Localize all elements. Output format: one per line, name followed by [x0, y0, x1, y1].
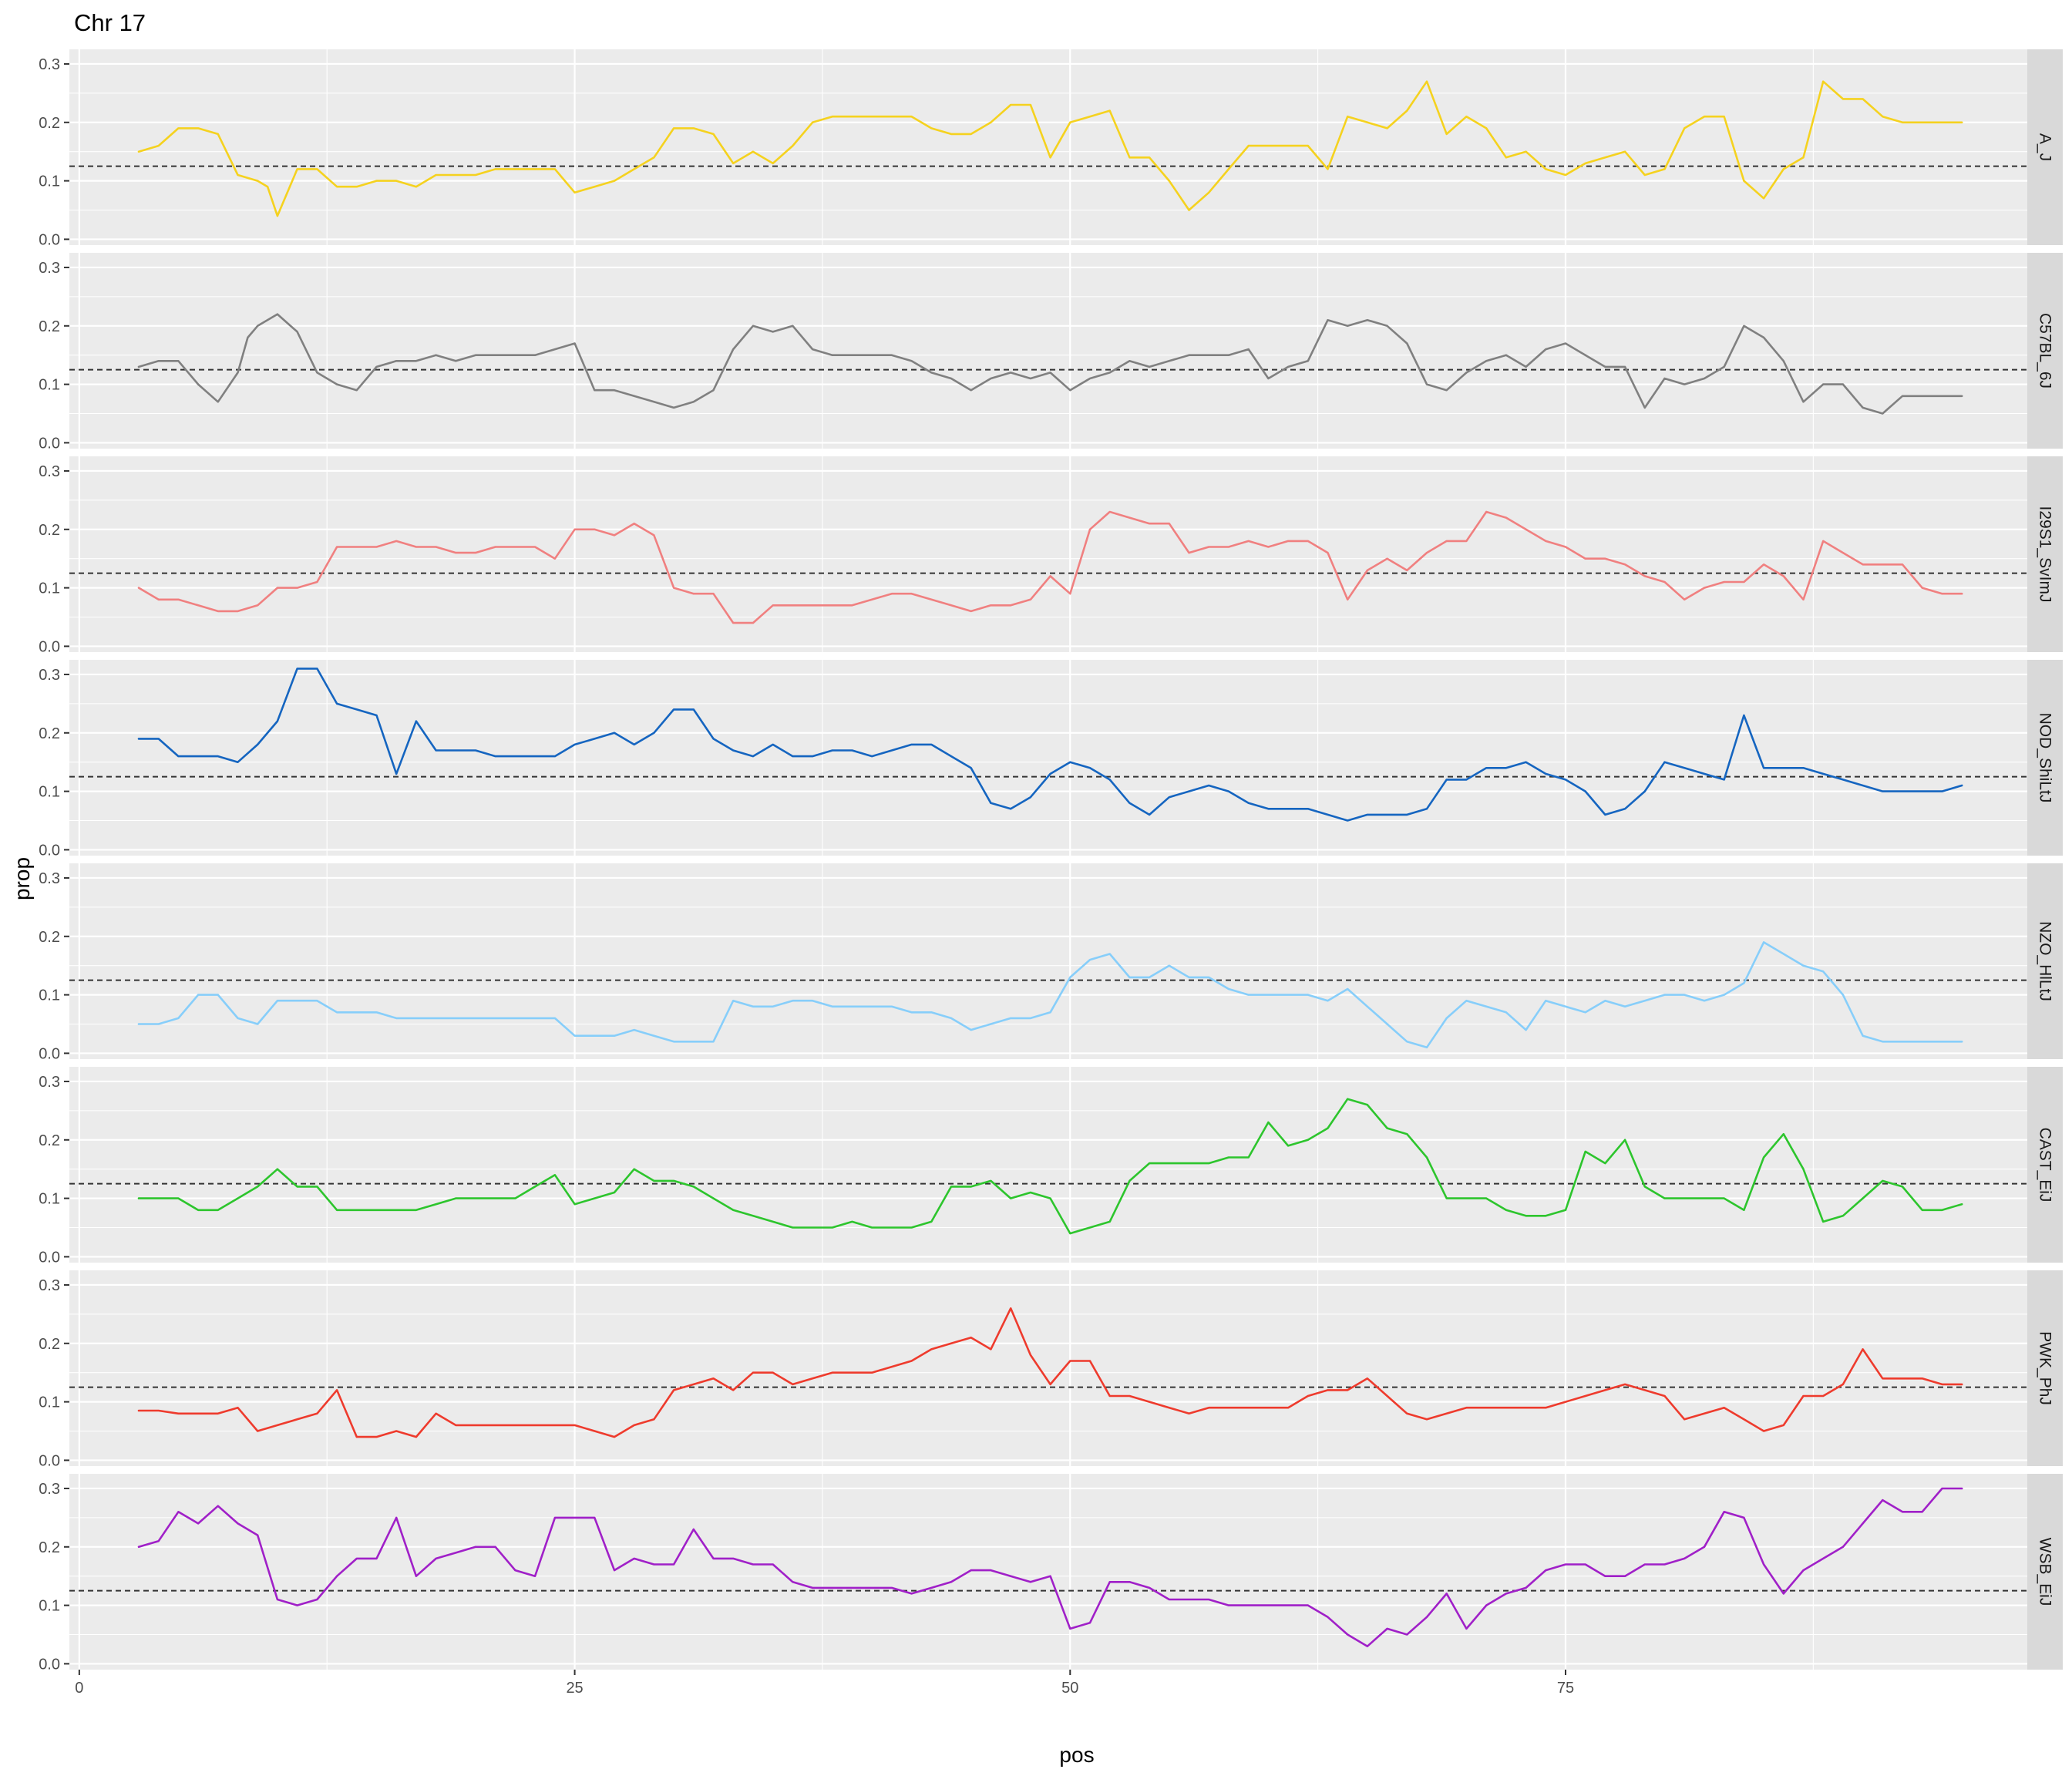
y-tick-label: 0.0	[39, 1452, 60, 1469]
y-tick-label: 0.2	[39, 318, 60, 335]
y-tick-label: 0.0	[39, 1249, 60, 1266]
facet-panel-C57BL_6J: 0.0 0.1 0.2 0.3 C57BL_6J	[39, 253, 2063, 452]
panel-background	[69, 49, 2027, 245]
facet-label: PWK_PhJ	[2037, 1331, 2054, 1405]
y-tick-label: 0.2	[39, 725, 60, 742]
facet-strip	[2027, 863, 2063, 1059]
y-tick-label: 0.3	[39, 1481, 60, 1498]
facet-panel-CAST_EiJ: 0.0 0.1 0.2 0.3 CAST_EiJ	[39, 1067, 2063, 1266]
facet-strip	[2027, 253, 2063, 449]
y-tick-label: 0.2	[39, 1539, 60, 1556]
facet-label: A_J	[2037, 133, 2054, 161]
series-line-A_J	[137, 80, 1963, 217]
series-line-C57BL_6J	[137, 313, 1963, 415]
panel-background	[69, 1270, 2027, 1466]
facet-panel-NOD_ShiLtJ: 0.0 0.1 0.2 0.3 NOD_ShiLtJ	[39, 660, 2063, 859]
y-tick-label: 0.0	[39, 1656, 60, 1673]
series-line-I29S1_SvImJ	[137, 510, 1963, 624]
y-tick-label: 0.3	[39, 1074, 60, 1091]
y-tick-label: 0.3	[39, 56, 60, 73]
y-tick-label: 0.3	[39, 870, 60, 887]
facet-panel-WSB_EiJ: 0.0 0.1 0.2 0.3 WSB_EiJ	[39, 1474, 2063, 1673]
y-tick-label: 0.3	[39, 667, 60, 684]
y-tick-label: 0.2	[39, 929, 60, 946]
facet-label: C57BL_6J	[2037, 313, 2054, 388]
y-tick-label: 0.1	[39, 580, 60, 597]
facet-strip	[2027, 1067, 2063, 1263]
facet-label: I29S1_SvImJ	[2037, 506, 2054, 603]
x-tick-label: 75	[1557, 1680, 1574, 1697]
facet-label: WSB_EiJ	[2037, 1538, 2054, 1606]
facet-strip	[2027, 49, 2063, 245]
panel-background	[69, 1474, 2027, 1670]
x-tick-label: 0	[75, 1680, 83, 1697]
facet-label: NZO_HlLtJ	[2037, 921, 2054, 1001]
y-tick-label: 0.0	[39, 842, 60, 859]
facet-strip	[2027, 1270, 2063, 1466]
chart-title: Chr 17	[74, 9, 146, 36]
facet-panel-NZO_HlLtJ: 0.0 0.1 0.2 0.3 NZO_HlLtJ	[39, 863, 2063, 1062]
y-tick-label: 0.1	[39, 1191, 60, 1208]
y-tick-label: 0.2	[39, 1132, 60, 1149]
y-tick-label: 0.0	[39, 638, 60, 655]
facet-panel-PWK_PhJ: 0.0 0.1 0.2 0.3 PWK_PhJ	[39, 1270, 2063, 1469]
panel-background	[69, 456, 2027, 652]
y-tick-label: 0.0	[39, 231, 60, 248]
y-tick-label: 0.1	[39, 987, 60, 1004]
facet-panel-A_J: 0.0 0.1 0.2 0.3 A_J	[39, 49, 2063, 248]
y-tick-label: 0.0	[39, 435, 60, 452]
y-tick-label: 0.1	[39, 173, 60, 190]
series-line-PWK_PhJ	[137, 1307, 1963, 1438]
x-tick-label: 25	[566, 1680, 583, 1697]
y-tick-label: 0.2	[39, 115, 60, 132]
series-line-NOD_ShiLtJ	[137, 668, 1963, 822]
panel-background	[69, 863, 2027, 1059]
y-tick-label: 0.2	[39, 522, 60, 539]
series-line-CAST_EiJ	[137, 1098, 1963, 1235]
y-axis-title: prop	[10, 857, 34, 900]
y-tick-label: 0.3	[39, 1277, 60, 1294]
facet-panel-I29S1_SvImJ: 0.0 0.1 0.2 0.3 I29S1_SvImJ	[39, 456, 2063, 655]
facet-strip	[2027, 660, 2063, 856]
x-axis-title: pos	[1059, 1743, 1094, 1767]
x-axis: 0 25 50 75	[75, 1670, 1574, 1697]
series-line-NZO_HlLtJ	[137, 941, 1963, 1049]
panel-background	[69, 1067, 2027, 1263]
y-tick-label: 0.1	[39, 784, 60, 801]
facet-strip	[2027, 456, 2063, 652]
y-tick-label: 0.1	[39, 377, 60, 394]
panel-background	[69, 660, 2027, 856]
facet-label: CAST_EiJ	[2037, 1128, 2054, 1202]
facet-panels: 0.00.10.20.3A_J0.00.10.20.3C57BL_6J0.00.…	[39, 49, 2063, 1673]
facet-strip	[2027, 1474, 2063, 1670]
y-tick-label: 0.2	[39, 1336, 60, 1353]
series-line-WSB_EiJ	[137, 1487, 1963, 1647]
y-tick-label: 0.0	[39, 1045, 60, 1062]
panel-background	[69, 253, 2027, 449]
y-tick-label: 0.1	[39, 1394, 60, 1411]
facet-label: NOD_ShiLtJ	[2037, 713, 2054, 803]
x-tick-label: 50	[1061, 1680, 1078, 1697]
y-tick-label: 0.1	[39, 1598, 60, 1615]
y-tick-label: 0.3	[39, 463, 60, 480]
y-tick-label: 0.3	[39, 260, 60, 277]
